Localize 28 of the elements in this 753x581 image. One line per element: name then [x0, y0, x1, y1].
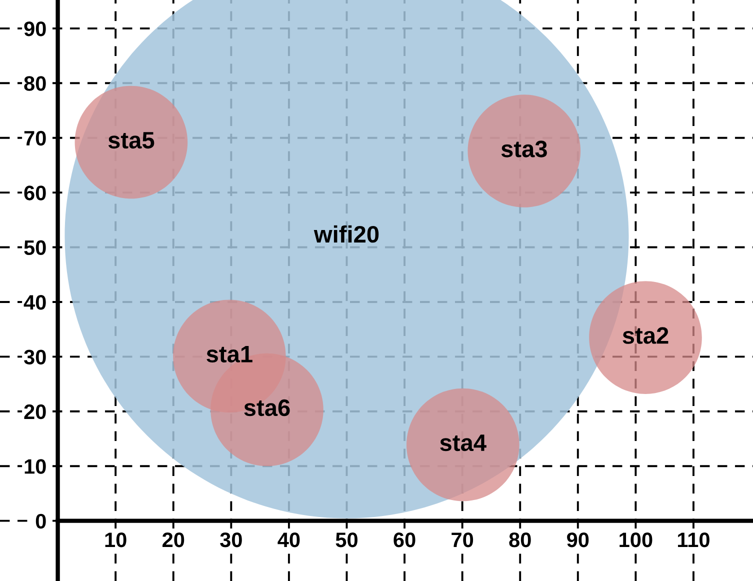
series-label: sta3 [501, 140, 547, 158]
x-tick-label: 80 [509, 532, 531, 548]
series-label: sta5 [108, 132, 154, 149]
y-tick-label: 40 [24, 294, 46, 310]
y-tick-label: 90 [24, 21, 46, 36]
y-tick-label: 80 [24, 76, 46, 91]
x-tick-label: 60 [394, 532, 416, 548]
x-tick-label: 10 [105, 532, 126, 548]
series-label: sta6 [244, 399, 290, 416]
y-tick-label: 10 [24, 459, 46, 474]
x-tick-label: 40 [278, 532, 300, 548]
series-label: sta1 [206, 346, 252, 362]
y-tick-label: 0 [36, 514, 46, 529]
y-tick-label: 20 [24, 404, 46, 420]
x-tick-label: 100 [620, 532, 652, 548]
series-label: sta2 [622, 327, 668, 344]
x-tick-label: 50 [336, 532, 358, 548]
x-tick-label: 110 [678, 532, 710, 548]
x-tick-label: 20 [162, 532, 184, 548]
x-tick-label: 90 [567, 532, 589, 548]
y-tick-label: 50 [24, 240, 46, 256]
series-label: sta4 [440, 434, 486, 452]
y-tick-label: 70 [24, 130, 46, 146]
series-label: wifi20 [314, 225, 379, 243]
y-tick-label: 30 [24, 350, 46, 364]
x-tick-label: 30 [220, 532, 242, 548]
y-tick-label: 60 [24, 186, 46, 200]
x-tick-label: 70 [452, 532, 474, 548]
